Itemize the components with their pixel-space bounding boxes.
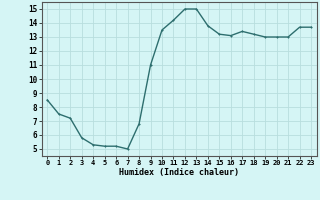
X-axis label: Humidex (Indice chaleur): Humidex (Indice chaleur) [119,168,239,177]
